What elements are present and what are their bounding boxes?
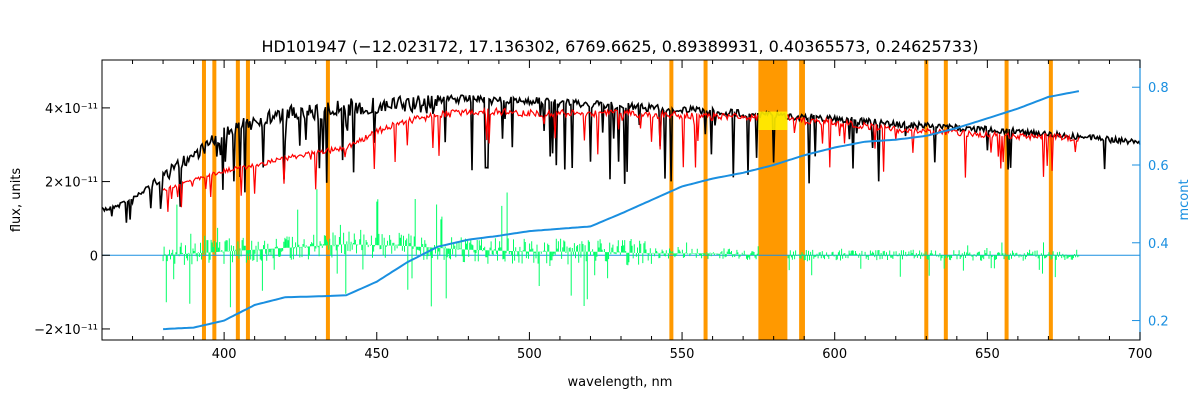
masked-line [212,60,217,340]
y-tick-label: 4×10⁻¹¹ [45,102,98,117]
x-tick-label: 550 [670,347,695,362]
masked-line [800,60,805,340]
y-axis-title: flux, units [9,168,24,233]
y-tick-label: −2×10⁻¹¹ [34,323,98,338]
y2-axis-title: mcont [1177,179,1192,220]
y2-tick-label: 0.2 [1148,315,1169,330]
masked-line [1048,60,1053,340]
x-tick-label: 650 [975,347,1000,362]
x-tick-label: 500 [517,347,542,362]
masked-line [669,60,674,340]
y2-tick-label: 0.6 [1148,159,1169,174]
y-tick-label: 0 [90,249,98,264]
masked-line [1004,60,1009,340]
x-tick-label: 450 [364,347,389,362]
masked-line [924,60,929,340]
masked-line [703,60,708,340]
x-tick-label: 600 [822,347,847,362]
series-layer [101,90,1141,331]
masked-highlight [758,111,788,130]
y-tick-label: 2×10⁻¹¹ [45,176,98,191]
x-tick-label: 400 [212,347,237,362]
model-spectrum [162,106,1080,212]
residuals [162,189,1080,308]
observed-spectrum [101,93,1141,223]
y2-tick-label: 0.4 [1148,237,1169,252]
x-tick-label: 700 [1128,347,1153,362]
masked-band [758,60,788,340]
y2-tick-label: 0.8 [1148,81,1169,96]
chart-title: HD101947 (−12.023172, 17.136302, 6769.66… [262,37,979,56]
masked-line [235,60,240,340]
masked-line [325,60,330,340]
axes: 400 450 500 550 600 650 700 −2×10⁻¹¹ 0 2×10⁻¹¹ 4×1… [34,59,1169,362]
x-axis-title: wavelength, nm [568,375,673,390]
masked-regions [201,60,1053,340]
masked-line [943,60,948,340]
masked-line [201,60,206,340]
continuum-curve [163,90,1080,331]
masked-line [245,60,250,340]
